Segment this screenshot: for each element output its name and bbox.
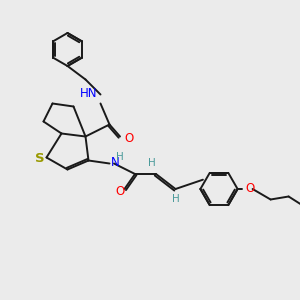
Text: O: O (245, 182, 255, 195)
Text: S: S (35, 152, 45, 166)
Text: O: O (116, 185, 124, 198)
Text: H: H (148, 158, 155, 169)
Text: H: H (116, 152, 124, 162)
Text: HN: HN (80, 87, 97, 100)
Text: H: H (172, 194, 179, 205)
Text: O: O (124, 131, 134, 145)
Text: N: N (111, 155, 120, 169)
